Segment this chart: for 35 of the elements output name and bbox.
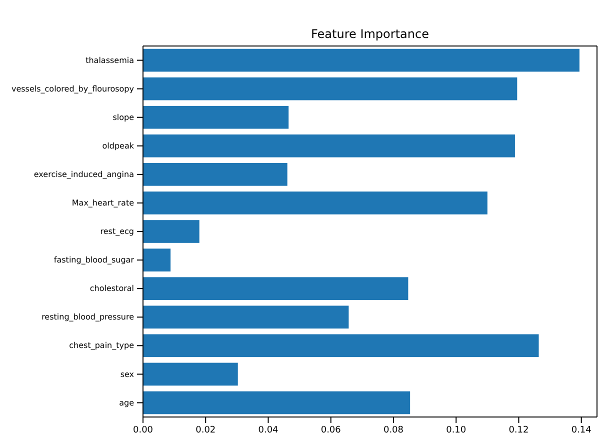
x-tick-label: 0.12 — [508, 425, 529, 436]
y-tick-label: resting_blood_pressure — [42, 312, 134, 322]
bar — [143, 106, 289, 129]
bar — [143, 306, 349, 329]
x-tick-label: 0.10 — [446, 425, 466, 436]
bar — [143, 192, 488, 214]
y-tick-label: Max_heart_rate — [72, 198, 134, 208]
y-tick-label: oldpeak — [102, 141, 134, 150]
y-tick-label: vessels_colored_by_flourosopy — [11, 84, 134, 94]
y-tick-label: exercise_induced_angina — [34, 170, 134, 179]
bar — [143, 77, 518, 100]
x-tick-label: 0.04 — [258, 425, 279, 436]
bar — [143, 362, 238, 386]
x-tick-label: 0.00 — [132, 425, 154, 436]
y-tick-label: slope — [112, 112, 134, 122]
x-tick-label: 0.06 — [320, 425, 342, 436]
bar — [143, 48, 580, 72]
bar — [143, 220, 200, 243]
bar — [143, 163, 288, 186]
bar — [143, 277, 408, 300]
x-tick-label: 0.02 — [196, 425, 216, 436]
x-tick-label: 0.08 — [383, 425, 404, 436]
x-tick-label: 0.14 — [571, 425, 592, 436]
y-tick-label: sex — [120, 370, 134, 379]
bar — [143, 391, 410, 414]
y-tick-label: cholestoral — [90, 284, 134, 294]
bar — [143, 334, 539, 358]
chart-title: Feature Importance — [311, 27, 429, 41]
y-tick-label: thalassemia — [86, 56, 134, 65]
y-tick-label: fasting_blood_sugar — [54, 256, 135, 265]
bar — [143, 248, 171, 272]
bar — [143, 134, 515, 158]
y-tick-label: rest_ecg — [100, 227, 134, 236]
y-tick-label: chest_pain_type — [69, 341, 134, 350]
y-tick-label: age — [119, 398, 134, 408]
